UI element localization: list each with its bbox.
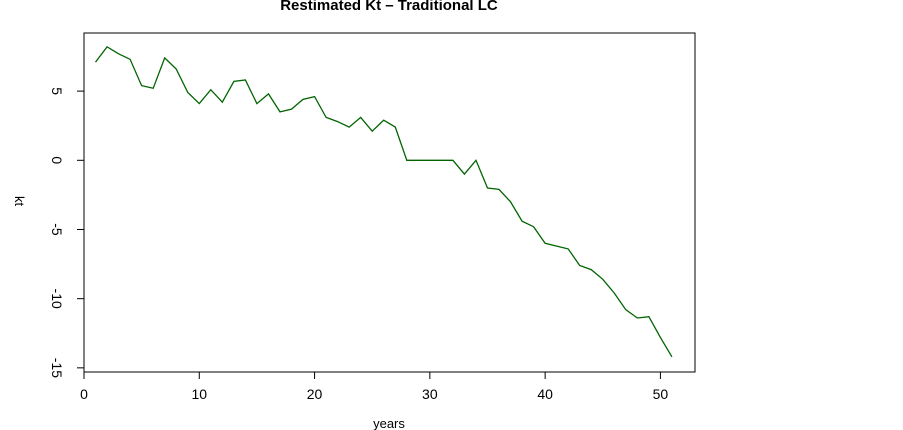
x-tick-label: 0 (80, 386, 88, 402)
y-axis: 5 0 -5 -10 -15 (49, 87, 85, 378)
y-axis-label: kt (12, 196, 27, 207)
x-tick-label: 10 (191, 386, 207, 402)
y-tick-label: 5 (49, 87, 65, 95)
x-tick-label: 30 (422, 386, 438, 402)
x-tick-label: 40 (537, 386, 553, 402)
y-tick-label: -10 (49, 289, 65, 309)
y-tick-label: -15 (49, 358, 65, 378)
x-axis-label: years (373, 416, 405, 430)
plot-frame (83, 32, 696, 373)
x-tick-label: 50 (653, 386, 669, 402)
kt-series-line (94, 45, 673, 358)
y-tick-label: -5 (49, 223, 65, 236)
chart-title: Restimated Kt – Traditional LC (280, 0, 498, 14)
x-tick-label: 20 (307, 386, 323, 402)
x-axis: 0 10 20 30 40 50 (80, 371, 669, 402)
y-tick-label: 0 (49, 156, 65, 164)
